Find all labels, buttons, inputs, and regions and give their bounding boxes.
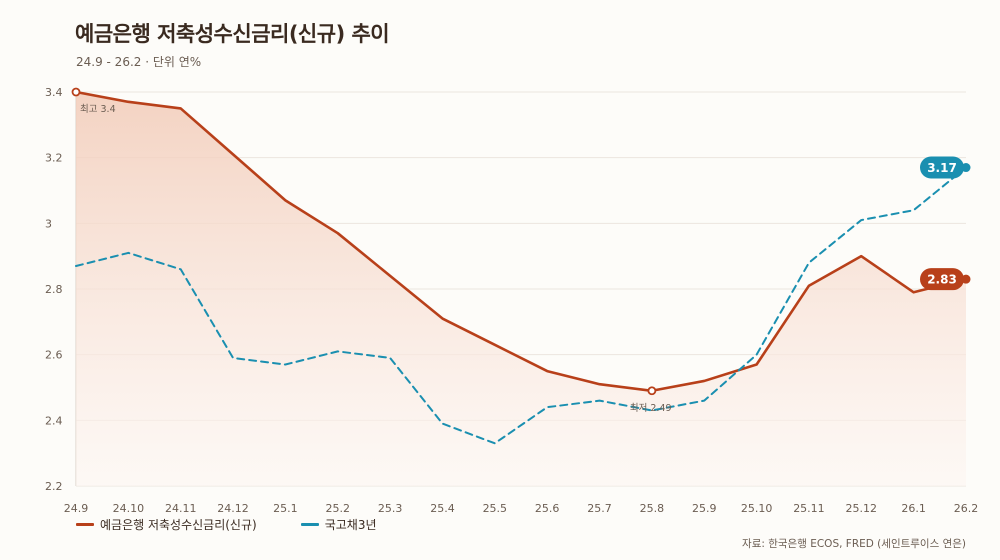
y-tick-label: 3 xyxy=(45,217,52,230)
legend-item-deposit: 예금은행 저축성수신금리(신규) xyxy=(76,516,257,533)
source-note: 자료: 한국은행 ECOS, FRED (세인트루이스 연은) xyxy=(742,538,966,550)
x-tick-label: 25.3 xyxy=(378,502,403,515)
legend-item-treasury: 국고채3년 xyxy=(300,516,377,533)
x-tick-label: 25.9 xyxy=(692,502,717,515)
x-tick-label: 25.12 xyxy=(846,502,878,515)
annotation-label: 최저 2.49 xyxy=(630,403,672,414)
y-tick-label: 2.4 xyxy=(45,414,63,427)
y-tick-label: 3.4 xyxy=(45,86,63,99)
x-tick-label: 24.11 xyxy=(165,502,197,515)
x-tick-label: 26.2 xyxy=(954,502,979,515)
chart-title: 예금은행 저축성수신금리(신규) 추이 xyxy=(75,22,390,46)
end-point-marker-treasury xyxy=(961,163,971,173)
x-tick-label: 25.7 xyxy=(587,502,612,515)
end-value-label-treasury: 3.17 xyxy=(927,161,957,175)
x-tick-label: 26.1 xyxy=(901,502,926,515)
series-line-treasury xyxy=(75,166,967,445)
x-tick-label: 25.10 xyxy=(741,502,773,515)
x-tick-label: 24.12 xyxy=(217,502,249,515)
y-tick-label: 3.2 xyxy=(45,152,63,165)
end-value-label-deposit: 2.83 xyxy=(927,273,957,287)
legend-swatch-deposit xyxy=(76,523,94,526)
series-line-deposit xyxy=(74,90,968,393)
annotation-label: 최고 3.4 xyxy=(80,104,116,115)
x-tick-label: 25.2 xyxy=(326,502,351,515)
x-tick-label: 25.11 xyxy=(793,502,825,515)
x-tick-label: 24.10 xyxy=(113,502,145,515)
x-tick-label: 25.6 xyxy=(535,502,560,515)
x-tick-label: 25.5 xyxy=(483,502,508,515)
chart-subtitle: 24.9 - 26.2 · 단위 연% xyxy=(76,55,202,69)
end-value-badge-treasury xyxy=(920,156,964,179)
x-tick-label: 25.4 xyxy=(430,502,455,515)
legend-swatch-treasury xyxy=(300,523,319,526)
legend-label-treasury: 국고채3년 xyxy=(324,518,377,532)
end-value-badge-deposit xyxy=(920,268,964,291)
x-tick-label: 25.1 xyxy=(273,502,298,515)
legend: 예금은행 저축성수신금리(신규) 국고채3년 xyxy=(76,516,421,533)
y-tick-label: 2.2 xyxy=(45,480,63,493)
series-area-deposit xyxy=(76,92,966,486)
end-point-marker-deposit xyxy=(961,274,971,284)
y-tick-label: 2.8 xyxy=(45,283,63,296)
annotation-marker xyxy=(71,87,81,97)
legend-label-deposit: 예금은행 저축성수신금리(신규) xyxy=(100,518,257,532)
x-tick-label: 24.9 xyxy=(64,502,89,515)
y-tick-label: 2.6 xyxy=(45,349,63,362)
x-tick-label: 25.8 xyxy=(640,502,665,515)
annotation-marker xyxy=(647,386,657,396)
